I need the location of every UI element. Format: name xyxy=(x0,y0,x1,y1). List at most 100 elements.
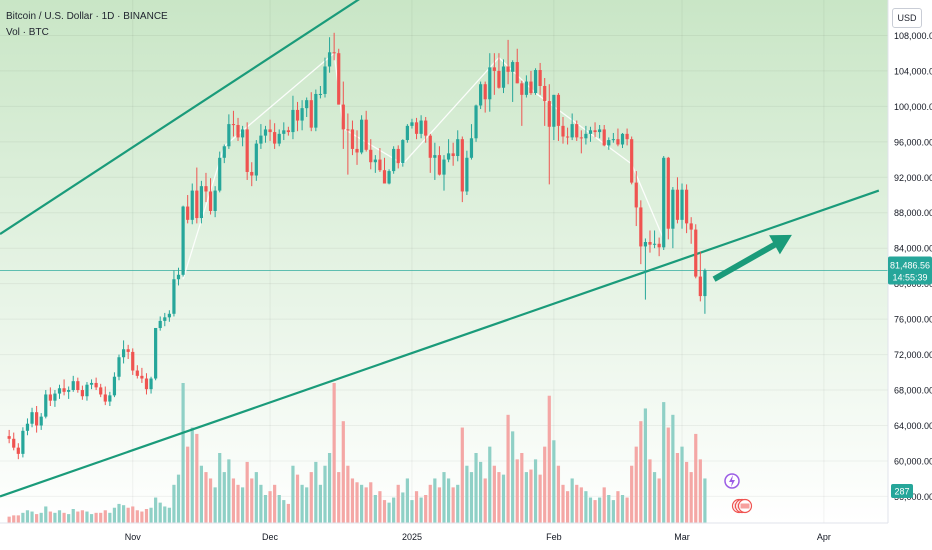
candle-body xyxy=(492,67,496,71)
volume-bar xyxy=(556,465,561,523)
volume-bar xyxy=(360,484,364,523)
candle-body xyxy=(506,66,510,72)
candle xyxy=(35,405,39,433)
candle-body xyxy=(584,133,588,139)
volume-bar xyxy=(163,506,167,523)
candle-body xyxy=(154,327,158,379)
volume-bar xyxy=(634,446,638,523)
candle xyxy=(460,136,464,203)
candle xyxy=(524,75,528,98)
volume-bar xyxy=(616,491,620,523)
candle-body xyxy=(245,129,249,172)
candle xyxy=(607,137,611,150)
x-tick-label: Apr xyxy=(817,532,831,542)
candle xyxy=(634,171,638,227)
volume-bar xyxy=(584,491,588,523)
candle-body xyxy=(218,157,222,191)
candle-body xyxy=(277,133,281,144)
candle xyxy=(396,145,400,169)
volume-bar xyxy=(382,500,387,523)
candle xyxy=(103,386,107,406)
projection-arrow xyxy=(712,234,792,282)
volume-bar xyxy=(57,510,62,523)
volume-bar xyxy=(67,514,71,523)
candle xyxy=(506,39,510,85)
candle-body xyxy=(662,157,666,248)
candle xyxy=(277,129,281,147)
candle-body xyxy=(401,140,405,164)
volume-bar xyxy=(428,484,432,523)
volume-bar xyxy=(21,512,25,523)
volume-bar xyxy=(76,511,80,523)
volume-bar xyxy=(689,472,693,523)
candle-body xyxy=(282,130,286,134)
currency-button[interactable]: USD xyxy=(892,8,922,28)
candle xyxy=(424,117,428,143)
candle xyxy=(218,151,222,193)
candle-body xyxy=(35,412,39,426)
volume-bar xyxy=(126,507,130,523)
volume-bar xyxy=(131,506,135,523)
volume-bar xyxy=(506,414,510,523)
candle-body xyxy=(520,83,524,95)
candle-body xyxy=(465,157,469,192)
candle xyxy=(611,132,615,143)
candle-body xyxy=(131,351,135,371)
volume-bar xyxy=(135,510,139,523)
grid xyxy=(0,0,888,523)
candle xyxy=(414,117,419,140)
candle xyxy=(30,407,34,428)
candle-body xyxy=(607,140,611,146)
candle xyxy=(387,169,391,185)
candle xyxy=(332,32,336,61)
volume-bar xyxy=(378,491,382,523)
candle-body xyxy=(369,149,373,163)
volume-bar xyxy=(117,503,121,523)
symbol-title: Bitcoin / U.S. Dollar · 1D · BINANCE xyxy=(6,11,168,22)
candle-body xyxy=(7,436,11,439)
candle-body xyxy=(529,81,533,94)
volume-badge-value: 287 xyxy=(894,487,909,497)
candle-body xyxy=(456,139,460,157)
volume-bar xyxy=(140,511,144,523)
candle-body xyxy=(373,159,377,163)
volume-bar xyxy=(662,402,666,523)
candle-body xyxy=(442,159,446,175)
candle-body xyxy=(172,279,176,314)
candle-body xyxy=(501,66,506,88)
candle xyxy=(684,184,689,234)
candle xyxy=(501,59,506,94)
volume-bar xyxy=(71,509,75,523)
candle xyxy=(369,139,373,170)
volume-bar xyxy=(172,484,176,523)
candle xyxy=(121,340,126,364)
candle xyxy=(12,432,16,451)
volume-bar xyxy=(25,510,30,523)
candle-body xyxy=(579,137,583,139)
candle-body xyxy=(268,129,272,133)
candle-body xyxy=(410,122,414,126)
volume-bar xyxy=(451,487,455,523)
candle-body xyxy=(593,130,597,133)
volume-bar xyxy=(474,453,478,523)
volume-bar xyxy=(259,484,263,523)
volume-bar xyxy=(630,465,634,523)
candle-body xyxy=(208,191,213,211)
volume-bar xyxy=(89,514,94,523)
candles xyxy=(7,32,707,460)
candle-body xyxy=(524,81,528,95)
volume-bar xyxy=(410,500,414,523)
candle xyxy=(483,81,487,113)
volume-bar xyxy=(396,484,400,523)
candle-body xyxy=(643,241,648,247)
candle-body xyxy=(76,381,80,391)
candle-body xyxy=(80,390,84,397)
candle-body xyxy=(474,105,478,139)
candle-body xyxy=(675,189,680,220)
candle xyxy=(579,130,583,154)
candle xyxy=(99,383,103,398)
candle-body xyxy=(414,122,419,134)
candle-body xyxy=(337,53,341,105)
volume-bar xyxy=(524,472,528,523)
